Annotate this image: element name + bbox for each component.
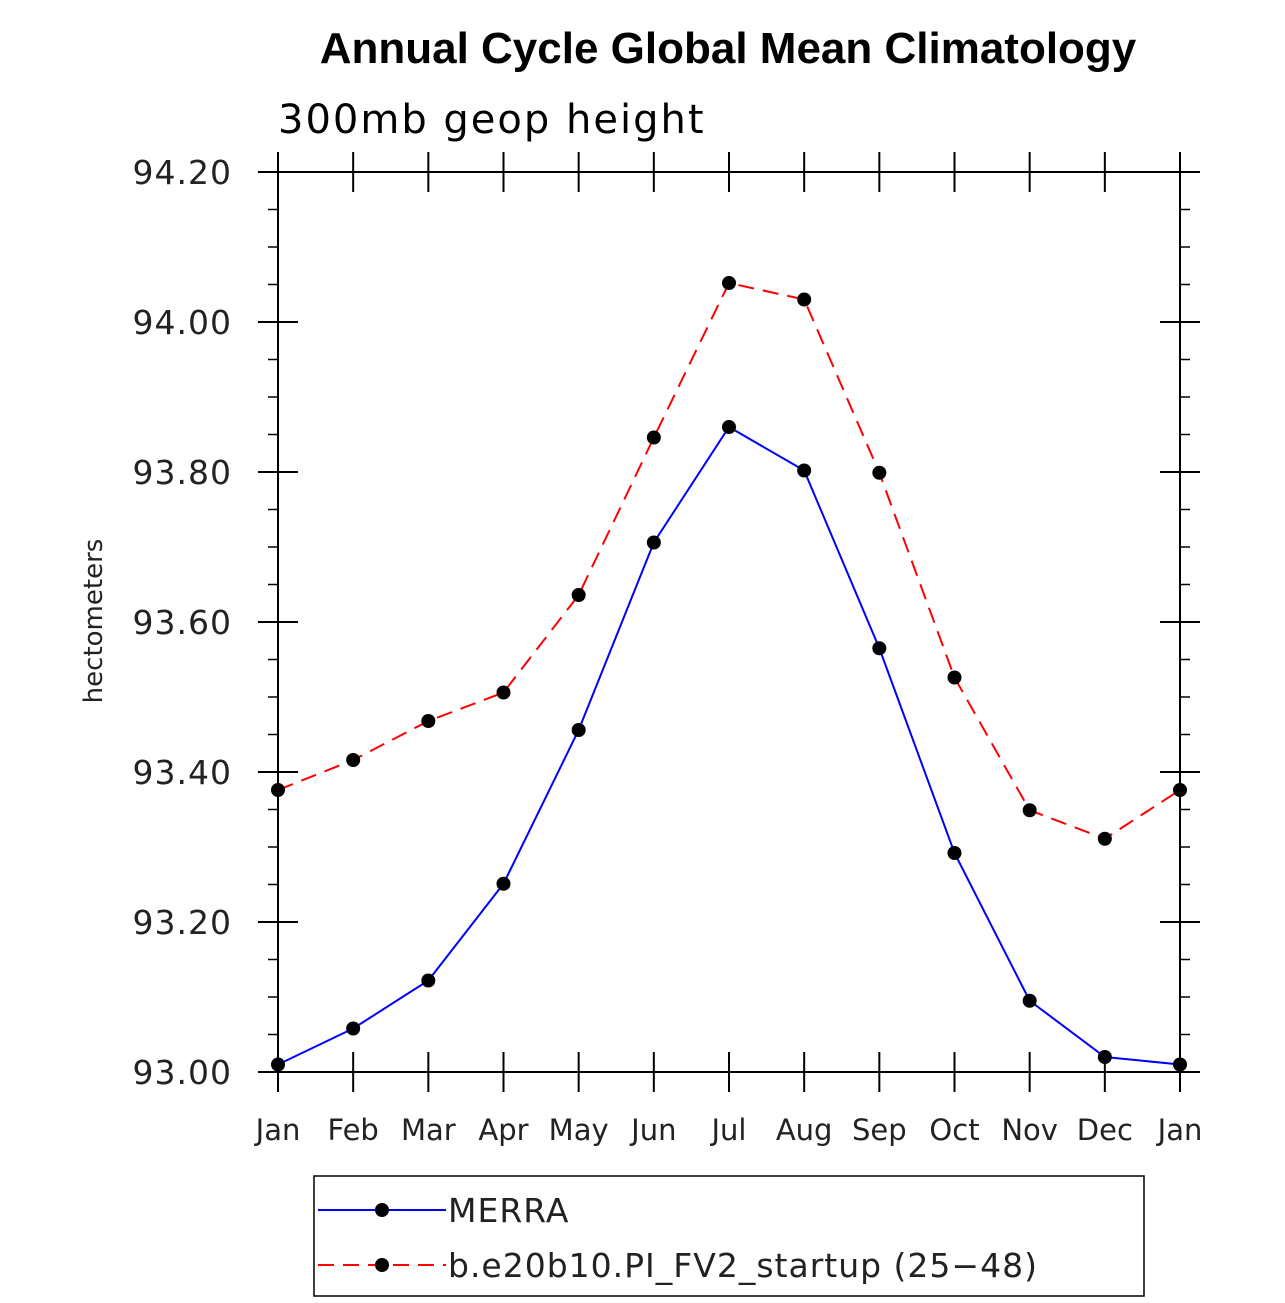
series-layer (271, 276, 1187, 1072)
series-line (277, 425, 1181, 1066)
y-tick-label: 93.40 (133, 753, 232, 792)
legend-swatch-marker (375, 1258, 389, 1272)
data-point (872, 641, 887, 656)
data-point (421, 714, 436, 728)
data-point (496, 685, 511, 700)
x-tick-label: Apr (478, 1113, 528, 1147)
x-tick-label: Jul (710, 1113, 747, 1147)
data-point (872, 465, 887, 480)
legend-item: MERRA (318, 1191, 569, 1230)
legend-items: MERRA b.e20b10.PI_FV2_startup (25−48) (318, 1191, 1038, 1285)
chart-title: Annual Cycle Global Mean Climatology (320, 24, 1137, 73)
data-point (1097, 1050, 1112, 1064)
data-point (646, 535, 661, 550)
data-point (421, 973, 436, 988)
data-point (496, 876, 511, 891)
x-tick-label: Dec (1077, 1113, 1133, 1147)
legend-label: MERRA (448, 1191, 569, 1230)
series-line (277, 281, 1181, 840)
y-tick-label: 93.00 (133, 1053, 232, 1092)
x-tick-labels: Jan Feb Mar Apr May Jun Jul Aug Sep Oct Nov Dec Jan (254, 1113, 1203, 1147)
x-tick-label: Jan (1156, 1113, 1203, 1147)
data-point (1173, 783, 1187, 797)
plot-frame (277, 171, 1181, 1073)
data-point (271, 783, 285, 797)
series-1 (271, 420, 1187, 1072)
x-tick-label: Feb (327, 1113, 378, 1147)
data-point (947, 846, 962, 860)
y-axis-label: hectometers (79, 539, 109, 704)
x-tick-label: Oct (929, 1113, 979, 1147)
data-point (1097, 831, 1112, 846)
data-point (797, 292, 812, 307)
axis-ticks (258, 152, 1200, 1092)
x-tick-label: Sep (852, 1113, 907, 1147)
series-2 (271, 276, 1187, 846)
y-tick-label: 93.60 (133, 603, 232, 642)
data-point (1022, 803, 1037, 818)
data-point (571, 588, 586, 602)
chart-subtitle: 300mb geop height (278, 97, 706, 143)
y-tick-labels: 93.00 93.20 93.40 93.60 93.80 94.00 94.20 (133, 153, 232, 1092)
data-point (271, 1057, 285, 1072)
data-point (947, 670, 962, 685)
data-point (1022, 993, 1037, 1008)
legend-item: b.e20b10.PI_FV2_startup (25−48) (318, 1246, 1038, 1285)
data-point (346, 753, 361, 767)
x-tick-label: Aug (776, 1113, 833, 1147)
x-tick-label: Mar (401, 1113, 456, 1147)
y-tick-label: 93.20 (133, 903, 232, 942)
data-point (722, 276, 736, 290)
x-tick-label: Nov (1001, 1113, 1058, 1147)
legend-box (313, 1175, 1145, 1297)
x-tick-label: Jun (629, 1113, 676, 1147)
data-point (797, 463, 812, 478)
x-tick-label: Jan (254, 1113, 301, 1147)
legend-label: b.e20b10.PI_FV2_startup (25−48) (448, 1246, 1038, 1285)
data-point (646, 430, 661, 445)
x-tick-label: May (549, 1113, 609, 1147)
legend: MERRA b.e20b10.PI_FV2_startup (25−48) (313, 1175, 1145, 1297)
data-point (1173, 1057, 1187, 1072)
data-point (722, 420, 736, 434)
y-tick-label: 93.80 (133, 453, 232, 492)
data-point (346, 1021, 361, 1036)
data-point (571, 723, 586, 737)
y-tick-label: 94.20 (133, 153, 232, 192)
y-tick-label: 94.00 (133, 303, 232, 342)
legend-swatch-marker (375, 1203, 389, 1217)
